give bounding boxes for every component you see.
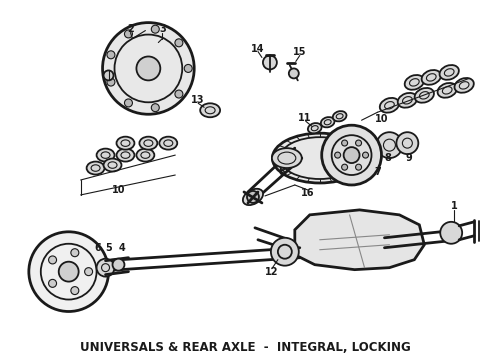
Ellipse shape <box>440 65 459 80</box>
Circle shape <box>124 30 132 38</box>
Text: 3: 3 <box>159 24 166 33</box>
Circle shape <box>85 268 93 276</box>
Circle shape <box>343 147 360 163</box>
Text: UNIVERSALS & REAR AXLE  -  INTEGRAL, LOCKING: UNIVERSALS & REAR AXLE - INTEGRAL, LOCKI… <box>80 341 411 354</box>
Ellipse shape <box>243 189 263 205</box>
Ellipse shape <box>321 117 335 127</box>
Ellipse shape <box>87 162 104 175</box>
Ellipse shape <box>117 137 134 150</box>
Circle shape <box>342 140 347 146</box>
Circle shape <box>97 259 115 276</box>
Circle shape <box>175 90 183 98</box>
Text: 8: 8 <box>384 153 391 163</box>
Circle shape <box>29 232 108 311</box>
Circle shape <box>335 152 341 158</box>
Polygon shape <box>295 210 424 270</box>
Text: 11: 11 <box>298 113 312 123</box>
Text: 16: 16 <box>301 188 315 198</box>
Text: 14: 14 <box>251 44 265 54</box>
Text: 9: 9 <box>406 153 413 163</box>
Text: 10: 10 <box>112 185 125 195</box>
Circle shape <box>102 23 194 114</box>
Ellipse shape <box>97 149 115 162</box>
Ellipse shape <box>398 93 417 108</box>
Circle shape <box>151 25 159 33</box>
Circle shape <box>263 55 277 69</box>
Circle shape <box>396 132 418 154</box>
Ellipse shape <box>140 137 157 150</box>
Text: 7: 7 <box>374 167 381 177</box>
Ellipse shape <box>308 123 321 133</box>
Circle shape <box>49 279 56 287</box>
Circle shape <box>356 164 362 170</box>
Text: 10: 10 <box>375 114 388 124</box>
Circle shape <box>356 140 362 146</box>
Circle shape <box>107 78 115 86</box>
Text: 15: 15 <box>293 48 307 58</box>
Ellipse shape <box>380 98 399 113</box>
Ellipse shape <box>333 111 346 121</box>
Circle shape <box>49 256 56 264</box>
Circle shape <box>71 249 79 257</box>
Circle shape <box>59 262 78 282</box>
Ellipse shape <box>415 88 434 103</box>
Circle shape <box>103 71 114 80</box>
Circle shape <box>175 39 183 47</box>
Circle shape <box>184 64 192 72</box>
Text: 5: 5 <box>105 243 112 253</box>
Text: 1: 1 <box>451 201 458 211</box>
Circle shape <box>440 222 462 244</box>
Text: 6: 6 <box>94 243 101 253</box>
Ellipse shape <box>405 75 424 90</box>
Circle shape <box>342 164 347 170</box>
Ellipse shape <box>159 137 177 150</box>
Circle shape <box>322 125 382 185</box>
Ellipse shape <box>438 83 457 98</box>
Circle shape <box>151 104 159 112</box>
Circle shape <box>113 259 124 271</box>
Circle shape <box>376 132 402 158</box>
Ellipse shape <box>272 148 302 168</box>
Circle shape <box>247 191 259 203</box>
Ellipse shape <box>103 159 122 171</box>
Circle shape <box>107 51 115 59</box>
Ellipse shape <box>200 103 220 117</box>
Ellipse shape <box>117 149 134 162</box>
Circle shape <box>124 99 132 107</box>
Ellipse shape <box>136 149 154 162</box>
Circle shape <box>71 287 79 294</box>
Circle shape <box>289 68 299 78</box>
Circle shape <box>363 152 368 158</box>
Text: 2: 2 <box>127 24 134 33</box>
Ellipse shape <box>272 133 367 183</box>
Circle shape <box>271 238 299 266</box>
Text: 13: 13 <box>192 95 205 105</box>
Ellipse shape <box>455 78 474 93</box>
Ellipse shape <box>421 70 441 85</box>
Text: 8: 8 <box>278 167 285 177</box>
Text: 4: 4 <box>119 243 126 253</box>
Circle shape <box>136 57 160 80</box>
Text: 12: 12 <box>265 267 279 276</box>
